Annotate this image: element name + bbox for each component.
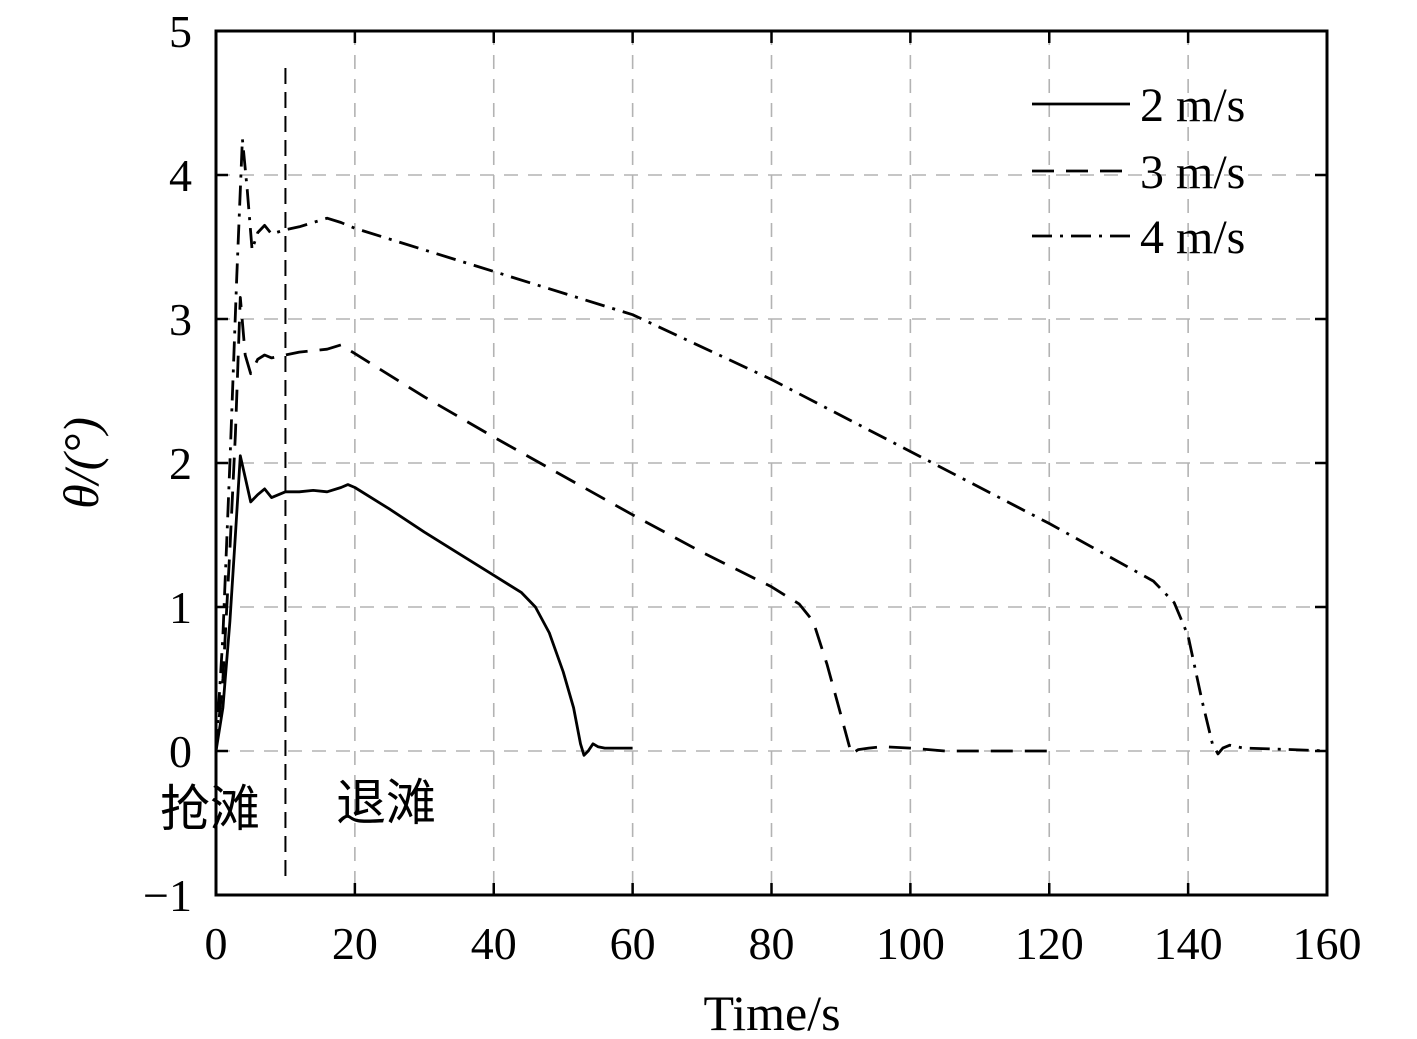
x-tick-label: 100	[876, 918, 945, 969]
legend-label: 3 m/s	[1140, 146, 1245, 199]
y-tick-label: −1	[143, 870, 192, 921]
x-tick-label: 80	[749, 918, 795, 969]
legend-label: 2 m/s	[1140, 79, 1245, 132]
x-tick-label: 40	[471, 918, 517, 969]
x-tick-label: 120	[1015, 918, 1084, 969]
x-tick-label: 20	[332, 918, 378, 969]
x-axis-label: Time/s	[703, 985, 840, 1039]
legend-label: 4 m/s	[1140, 211, 1245, 264]
legend: 2 m/s 3 m/s 4 m/s	[1032, 79, 1245, 264]
x-tick-label: 140	[1154, 918, 1223, 969]
series-line-3-m-s	[214, 296, 1050, 756]
series-line-4-m-s	[214, 137, 1328, 756]
y-tick-label: 0	[169, 726, 192, 777]
y-tick-label: 4	[169, 150, 192, 201]
x-tick-label: 160	[1293, 918, 1362, 969]
series-layer	[214, 137, 1328, 757]
y-tick-label: 1	[169, 582, 192, 633]
y-tick-label: 3	[169, 294, 192, 345]
phase-1-label: 抢滩	[160, 781, 260, 837]
grid-lines	[216, 31, 1327, 895]
series-line-2-m-s	[214, 454, 633, 757]
y-tick-label: 5	[169, 6, 192, 57]
y-axis-label: θ/(°)	[53, 417, 109, 509]
axis-ticks: 0 20 40 60 80 100 120 140 160 −1 0 1 2 3 4 5	[143, 6, 1361, 969]
y-tick-label: 2	[169, 438, 192, 489]
phase-2-label: 退滩	[336, 775, 436, 831]
x-tick-label: 0	[205, 918, 228, 969]
x-tick-label: 60	[610, 918, 656, 969]
